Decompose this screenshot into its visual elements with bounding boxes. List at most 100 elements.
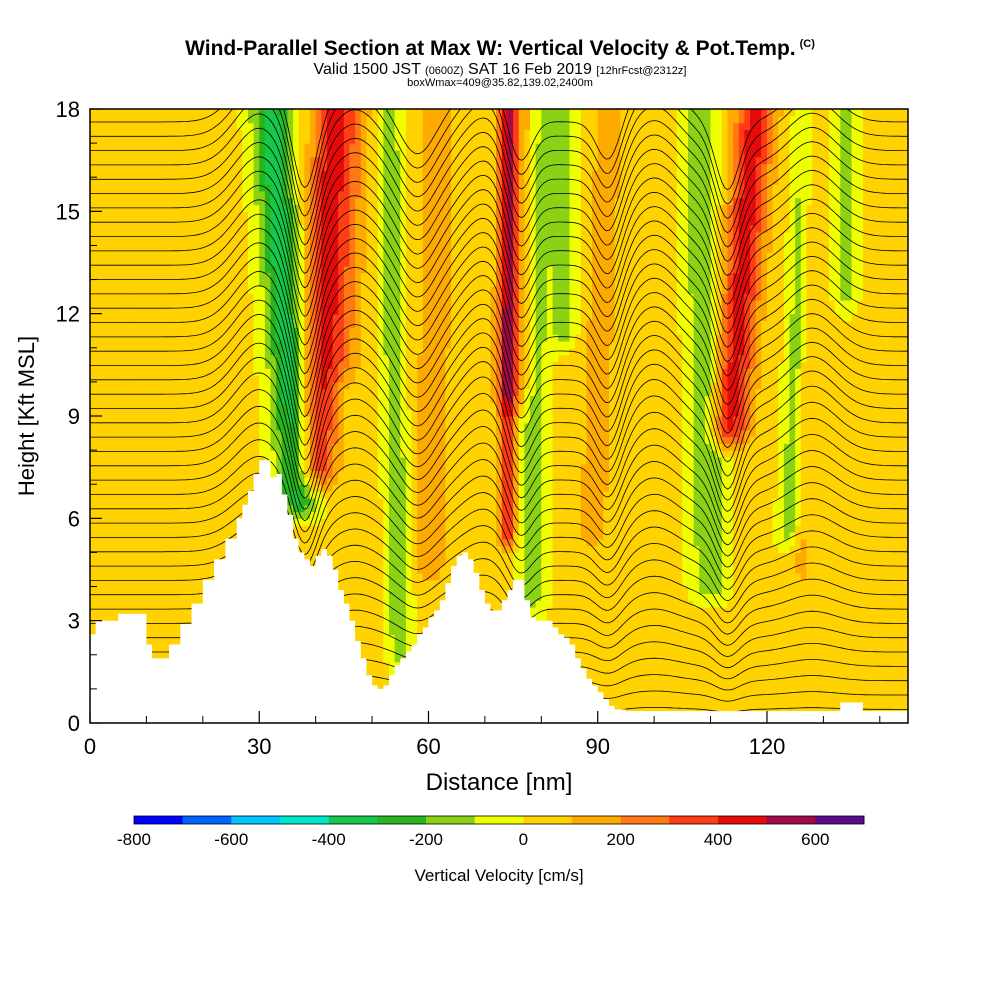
vertical-velocity-cell xyxy=(129,552,136,560)
vertical-velocity-cell xyxy=(180,272,187,281)
vertical-velocity-cell xyxy=(349,504,356,513)
vertical-velocity-cell xyxy=(332,552,339,560)
vertical-velocity-cell xyxy=(383,334,390,342)
vertical-velocity-cell xyxy=(400,484,407,492)
vertical-velocity-cell xyxy=(163,395,170,403)
vertical-velocity-cell xyxy=(174,600,181,608)
vertical-velocity-cell xyxy=(366,293,373,301)
vertical-velocity-cell xyxy=(140,593,148,601)
vertical-velocity-cell xyxy=(366,395,373,403)
vertical-velocity-cell xyxy=(157,566,164,574)
vertical-velocity-cell xyxy=(236,170,243,178)
vertical-velocity-cell xyxy=(95,122,102,131)
vertical-velocity-cell xyxy=(152,306,159,315)
vertical-velocity-cell xyxy=(106,143,114,151)
vertical-velocity-cell xyxy=(180,149,187,158)
vertical-velocity-cell xyxy=(185,272,193,281)
vertical-velocity-cell xyxy=(332,156,339,165)
vertical-velocity-cell xyxy=(106,122,114,131)
vertical-velocity-cell xyxy=(106,354,114,363)
vertical-velocity-cell xyxy=(225,416,232,424)
vertical-velocity-cell xyxy=(202,259,210,267)
vertical-velocity-cell xyxy=(214,204,221,212)
vertical-velocity-cell xyxy=(253,122,260,131)
vertical-velocity-cell xyxy=(321,184,328,192)
vertical-velocity-cell xyxy=(231,149,238,158)
vertical-velocity-cell xyxy=(366,231,373,240)
vertical-velocity-cell xyxy=(293,211,300,219)
vertical-velocity-cell xyxy=(231,395,238,403)
vertical-velocity-cell xyxy=(214,334,221,342)
vertical-velocity-cell xyxy=(90,136,97,144)
vertical-velocity-cell xyxy=(298,388,305,397)
vertical-velocity-cell xyxy=(298,477,305,485)
vertical-velocity-cell xyxy=(338,409,345,417)
vertical-velocity-cell xyxy=(394,218,401,226)
vertical-velocity-cell xyxy=(377,661,384,670)
vertical-velocity-cell xyxy=(157,381,164,390)
vertical-velocity-cell xyxy=(321,525,328,533)
vertical-velocity-cell xyxy=(180,293,187,301)
vertical-velocity-cell xyxy=(360,531,368,540)
vertical-velocity-cell xyxy=(123,224,131,233)
vertical-velocity-cell xyxy=(377,170,384,178)
vertical-velocity-cell xyxy=(270,156,277,165)
vertical-velocity-cell xyxy=(112,163,119,171)
vertical-velocity-cell xyxy=(338,450,345,458)
vertical-velocity-cell xyxy=(264,279,272,287)
vertical-velocity-cell xyxy=(202,286,210,294)
vertical-velocity-cell xyxy=(197,361,204,369)
vertical-velocity-cell xyxy=(163,177,170,185)
vertical-velocity-cell xyxy=(394,572,401,581)
vertical-velocity-cell xyxy=(225,327,232,335)
vertical-velocity-cell xyxy=(377,600,384,608)
vertical-velocity-cell xyxy=(106,463,114,472)
vertical-velocity-cell xyxy=(310,559,317,567)
vertical-velocity-cell xyxy=(140,579,148,588)
vertical-velocity-cell xyxy=(163,265,170,274)
vertical-velocity-cell xyxy=(106,586,114,594)
vertical-velocity-cell xyxy=(338,566,345,574)
vertical-velocity-cell xyxy=(298,470,305,478)
vertical-velocity-cell xyxy=(338,525,345,533)
vertical-velocity-cell xyxy=(236,265,243,274)
vertical-velocity-cell xyxy=(95,525,102,533)
vertical-velocity-cell xyxy=(377,115,384,124)
vertical-velocity-cell xyxy=(276,368,283,376)
vertical-velocity-cell xyxy=(106,511,114,519)
vertical-velocity-cell xyxy=(214,456,221,465)
vertical-velocity-cell xyxy=(383,456,390,465)
vertical-velocity-cell xyxy=(112,388,119,397)
vertical-velocity-cell xyxy=(135,586,142,594)
vertical-velocity-cell xyxy=(377,559,384,567)
vertical-velocity-cell xyxy=(152,497,159,506)
vertical-velocity-cell xyxy=(106,293,114,301)
vertical-velocity-cell xyxy=(197,572,204,581)
vertical-velocity-cell xyxy=(326,456,334,465)
vertical-velocity-cell xyxy=(293,375,300,383)
vertical-velocity-cell xyxy=(298,538,305,547)
vertical-velocity-cell xyxy=(90,184,97,192)
vertical-velocity-cell xyxy=(236,197,243,206)
vertical-velocity-cell xyxy=(242,320,249,328)
vertical-velocity-cell xyxy=(355,429,362,438)
vertical-velocity-cell xyxy=(225,204,232,212)
vertical-velocity-cell xyxy=(360,218,368,226)
vertical-velocity-cell xyxy=(185,450,193,458)
vertical-velocity-cell xyxy=(118,143,125,151)
vertical-velocity-cell xyxy=(123,409,131,417)
vertical-velocity-cell xyxy=(253,143,260,151)
vertical-velocity-cell xyxy=(270,252,277,260)
vertical-velocity-cell xyxy=(372,518,379,526)
vertical-velocity-cell xyxy=(135,156,142,165)
vertical-velocity-cell xyxy=(123,470,131,478)
vertical-velocity-cell xyxy=(90,538,97,547)
vertical-velocity-cell xyxy=(129,143,136,151)
vertical-velocity-cell xyxy=(253,279,260,287)
vertical-velocity-cell xyxy=(377,579,384,588)
vertical-velocity-cell xyxy=(163,320,170,328)
vertical-velocity-cell xyxy=(349,115,356,124)
vertical-velocity-cell xyxy=(310,231,317,240)
vertical-velocity-cell xyxy=(298,320,305,328)
vertical-velocity-cell xyxy=(168,224,176,233)
